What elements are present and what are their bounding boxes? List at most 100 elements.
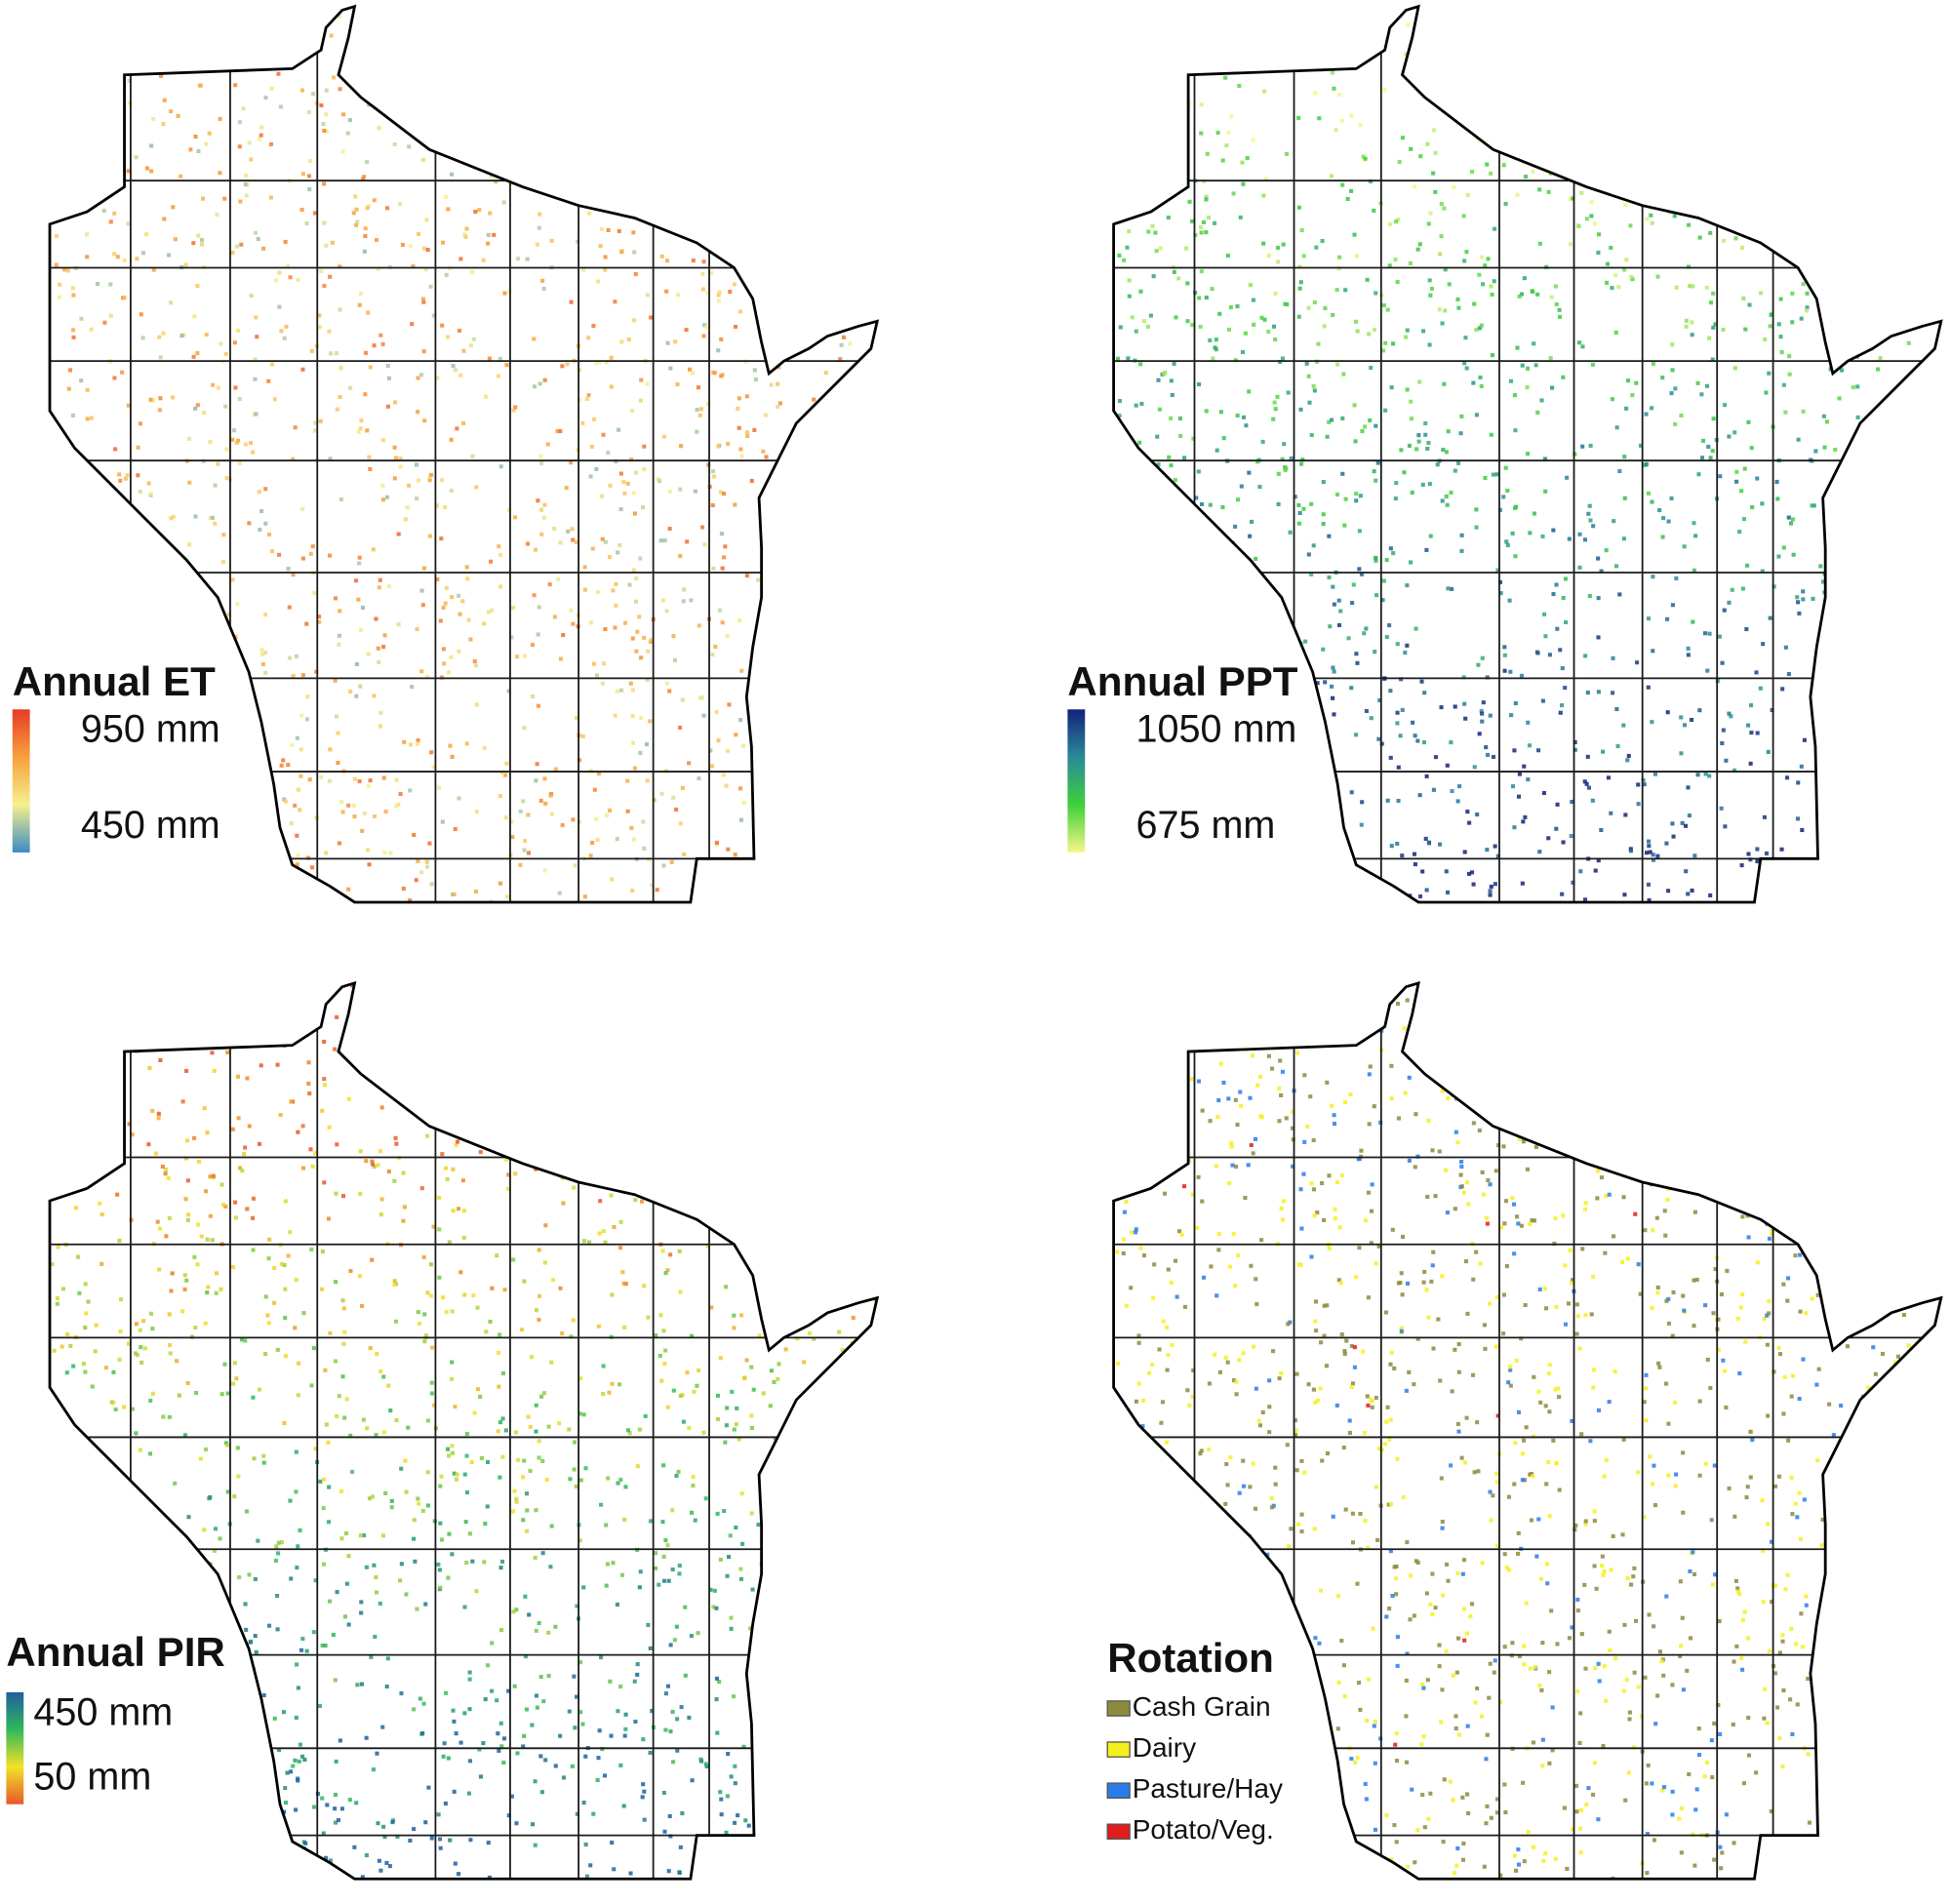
land-pixel (1354, 492, 1359, 496)
land-pixel (482, 621, 487, 626)
land-pixel (1644, 851, 1650, 855)
land-pixel (816, 1442, 821, 1447)
land-pixel (1596, 232, 1602, 237)
land-pixel (222, 196, 227, 201)
land-pixel (238, 1848, 243, 1853)
land-pixel (1560, 32, 1565, 37)
land-pixel (68, 1423, 73, 1429)
land-pixel (1642, 782, 1647, 787)
land-pixel (1742, 466, 1747, 471)
land-pixel (844, 890, 849, 894)
land-pixel (204, 141, 209, 146)
land-pixel (496, 374, 501, 378)
land-pixel (511, 1609, 516, 1614)
land-pixel (1117, 777, 1122, 782)
land-pixel (1538, 46, 1543, 51)
land-pixel (386, 1169, 391, 1174)
land-pixel (438, 618, 443, 623)
land-pixel (569, 299, 574, 304)
land-pixel (478, 1394, 483, 1400)
land-pixel (1218, 410, 1223, 415)
land-pixel (745, 434, 750, 439)
land-pixel (1638, 443, 1644, 448)
land-pixel (85, 22, 90, 27)
land-pixel (1796, 780, 1801, 785)
land-pixel (1254, 623, 1259, 628)
land-pixel (324, 851, 329, 855)
land-pixel (1261, 193, 1266, 198)
land-pixel (1590, 362, 1595, 367)
land-pixel (1812, 888, 1816, 892)
land-pixel (1459, 1164, 1464, 1170)
land-pixel (1566, 32, 1571, 37)
land-pixel (98, 788, 102, 793)
land-pixel (510, 605, 516, 610)
land-pixel (1890, 1787, 1894, 1792)
land-pixel (744, 574, 749, 578)
land-pixel (317, 619, 322, 624)
land-pixel (1331, 584, 1335, 589)
land-pixel (1720, 740, 1725, 746)
land-pixel (647, 52, 652, 57)
land-pixel (1427, 342, 1432, 347)
land-pixel (553, 1624, 558, 1629)
land-pixel (139, 631, 143, 636)
land-pixel (716, 293, 721, 298)
land-pixel (1890, 99, 1894, 103)
land-pixel (364, 1565, 369, 1569)
land-pixel (1275, 394, 1280, 399)
land-pixel (497, 1384, 501, 1389)
land-pixel (1273, 291, 1278, 296)
land-pixel (765, 626, 771, 631)
land-pixel (1360, 572, 1365, 576)
land-pixel (733, 1781, 737, 1786)
land-pixel (1732, 430, 1737, 435)
land-pixel (1153, 230, 1158, 235)
land-pixel (1276, 471, 1281, 476)
land-pixel (730, 1389, 735, 1394)
land-pixel (1447, 20, 1452, 25)
land-pixel (794, 813, 799, 817)
land-pixel (469, 269, 474, 274)
land-pixel (305, 694, 310, 699)
land-pixel (766, 134, 771, 139)
land-pixel (318, 1009, 323, 1013)
land-pixel (268, 1826, 273, 1831)
land-pixel (666, 1578, 671, 1583)
land-pixel (360, 66, 365, 71)
land-pixel (148, 1311, 154, 1316)
land-pixel (664, 1005, 669, 1010)
land-pixel (85, 387, 90, 392)
land-pixel (424, 859, 429, 864)
land-pixel (769, 1549, 774, 1554)
land-pixel (1876, 47, 1881, 52)
land-pixel (1915, 545, 1920, 550)
land-pixel (377, 659, 381, 664)
land-pixel (628, 1871, 633, 1876)
land-pixel (1519, 32, 1524, 37)
land-pixel (1128, 724, 1133, 729)
land-pixel (1553, 1216, 1558, 1221)
land-pixel (767, 1489, 772, 1494)
land-pixel (738, 1567, 743, 1571)
land-pixel (720, 18, 725, 22)
land-pixel (776, 762, 780, 767)
land-pixel (681, 186, 686, 191)
land-pixel (140, 336, 145, 340)
land-pixel (1746, 178, 1751, 183)
land-pixel (869, 450, 874, 455)
land-pixel (447, 1240, 452, 1245)
land-pixel (465, 576, 470, 581)
land-pixel (439, 1068, 444, 1073)
land-pixel (882, 1159, 886, 1163)
land-pixel (414, 462, 418, 467)
land-pixel (1295, 866, 1300, 871)
land-pixel (354, 1801, 359, 1805)
land-pixel (327, 778, 332, 783)
land-pixel (1389, 385, 1394, 390)
land-pixel (1405, 583, 1410, 588)
land-pixel (1426, 441, 1431, 446)
land-pixel (767, 1592, 772, 1597)
land-pixel (1586, 785, 1591, 790)
land-pixel (753, 223, 758, 228)
